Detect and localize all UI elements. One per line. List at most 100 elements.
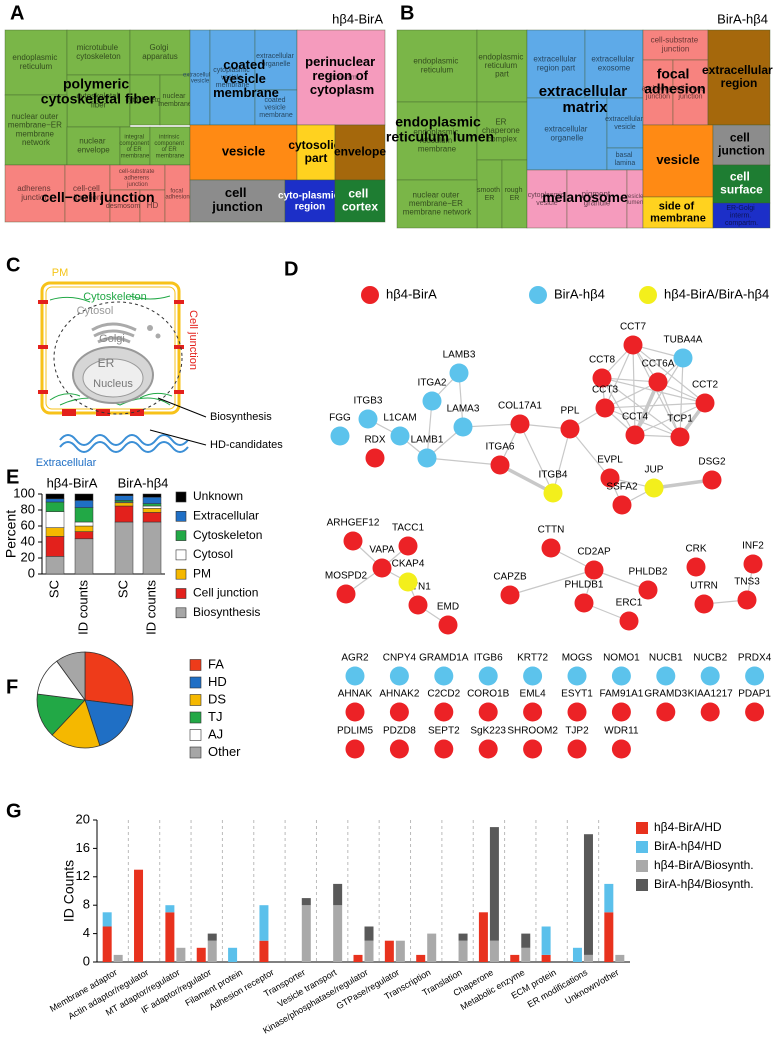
panel-label: G [6, 800, 22, 822]
tile-label: ER-Golgi interm. compartm. [725, 205, 758, 227]
network-node [398, 572, 418, 592]
bar-segment [74, 525, 94, 532]
node-label: COL17A1 [498, 401, 542, 412]
bar-segment [142, 521, 162, 575]
tile-label: nuclear outer membrane−ER membrane netwo… [403, 190, 472, 216]
node-label: CCT8 [589, 355, 616, 366]
network-node [523, 666, 543, 686]
legend-label: HD [208, 674, 227, 689]
tile-label: extracellular vesicle [605, 116, 645, 131]
network-node [745, 702, 765, 722]
network-node [500, 585, 520, 605]
network-edge [604, 344, 634, 409]
legend-swatch [175, 568, 187, 580]
bar-segment [207, 933, 217, 941]
y-axis-label: Percent [3, 510, 19, 558]
node-label: KIAA1217 [688, 689, 733, 700]
treemap-tile [4, 94, 68, 166]
tile-label: cell-cell junction [73, 184, 102, 202]
legend-label: BirA-hβ4/HD [654, 839, 722, 853]
bar-segment [74, 507, 94, 523]
treemap-tile [4, 29, 68, 96]
treemap-tile [164, 164, 191, 223]
network-edge [679, 357, 684, 438]
legend-swatch [175, 510, 187, 522]
node-label: PRDX4 [738, 653, 772, 664]
network-node [345, 666, 365, 686]
y-tick-label: 0 [28, 565, 35, 580]
tile-label: vesicle lumen [625, 193, 645, 205]
node-label: EML4 [520, 689, 547, 700]
diagram-label: Extracellular [36, 457, 97, 469]
vesicle [155, 333, 161, 339]
legend-swatch [175, 588, 187, 599]
bar-segment [301, 898, 311, 906]
junction [174, 300, 184, 304]
bar-segment [489, 827, 499, 941]
bar-segment [478, 912, 488, 962]
network-node [453, 417, 473, 437]
node-label: TNS3 [734, 577, 760, 588]
tile-label: cytoplasmic vesicle membrane [213, 67, 252, 89]
node-label: ITGA6 [486, 442, 515, 453]
treemap-tile [566, 169, 628, 229]
group-label: BirA-hβ4 [118, 475, 169, 490]
bar-segment [458, 940, 468, 962]
bar-segment [541, 926, 551, 955]
group-label: extracellular matrix [539, 83, 632, 116]
leader-line [157, 397, 207, 418]
tile-label: endoplasmic reticulum membrane [413, 127, 460, 153]
network-node [345, 739, 365, 759]
bar-segment [333, 905, 343, 962]
node-label: JUP [645, 465, 664, 476]
network-node [611, 702, 631, 722]
tile-label: vesicle [656, 152, 699, 167]
bar-segment [142, 512, 162, 523]
network-node [694, 594, 714, 614]
network-node [612, 495, 632, 515]
legend-swatch [189, 711, 202, 724]
network-edge [601, 377, 636, 436]
bar-segment [489, 940, 499, 962]
network-node [567, 739, 587, 759]
node-label: ITGB4 [539, 470, 568, 481]
extracellular-matrix [59, 434, 189, 446]
diagram-label: Nucleus [93, 378, 133, 390]
bar-segment [114, 502, 134, 507]
node-label: TUBA4A [664, 335, 703, 346]
node-label: CCT7 [620, 322, 647, 333]
node-label: KRT72 [517, 653, 548, 664]
tile-label: nuclear envelope [77, 137, 110, 155]
network-node [422, 391, 442, 411]
node-label: UTRN [690, 581, 718, 592]
network-node [449, 363, 469, 383]
tile-label: HD [147, 201, 159, 210]
diagram-label: Cell junction [187, 310, 199, 370]
bar-segment [142, 503, 162, 507]
network-node [623, 335, 643, 355]
node-label: FAM91A1 [599, 689, 643, 700]
bar-segment [134, 869, 144, 962]
tile-label: endoplasmic reticulum [12, 53, 59, 71]
legend-swatch [189, 746, 202, 759]
node-label: FGG [329, 413, 351, 424]
treemap-tile [526, 169, 568, 229]
y-tick-label: 20 [21, 549, 35, 564]
tile-label: integral component of ER membrane [119, 134, 150, 159]
tile-label: side of membrane [650, 200, 706, 224]
treemap-tile [476, 29, 528, 103]
tile-label: adherens junction [17, 184, 53, 202]
legend-label: Unknown [193, 489, 243, 503]
node-label: NUCB2 [693, 653, 727, 664]
tile-label: cyto-plasmic region [278, 190, 342, 212]
network-node [490, 455, 510, 475]
legend-label: DS [208, 691, 226, 706]
node-label: INF2 [742, 541, 764, 552]
cytosol-boundary [53, 301, 183, 415]
network-node [390, 426, 410, 446]
diagram-label: Cytosol [77, 305, 114, 317]
network-node [638, 580, 658, 600]
bar-segment [45, 511, 65, 528]
network-node [695, 393, 715, 413]
diagram-label: Cytoskeleton [83, 291, 147, 303]
